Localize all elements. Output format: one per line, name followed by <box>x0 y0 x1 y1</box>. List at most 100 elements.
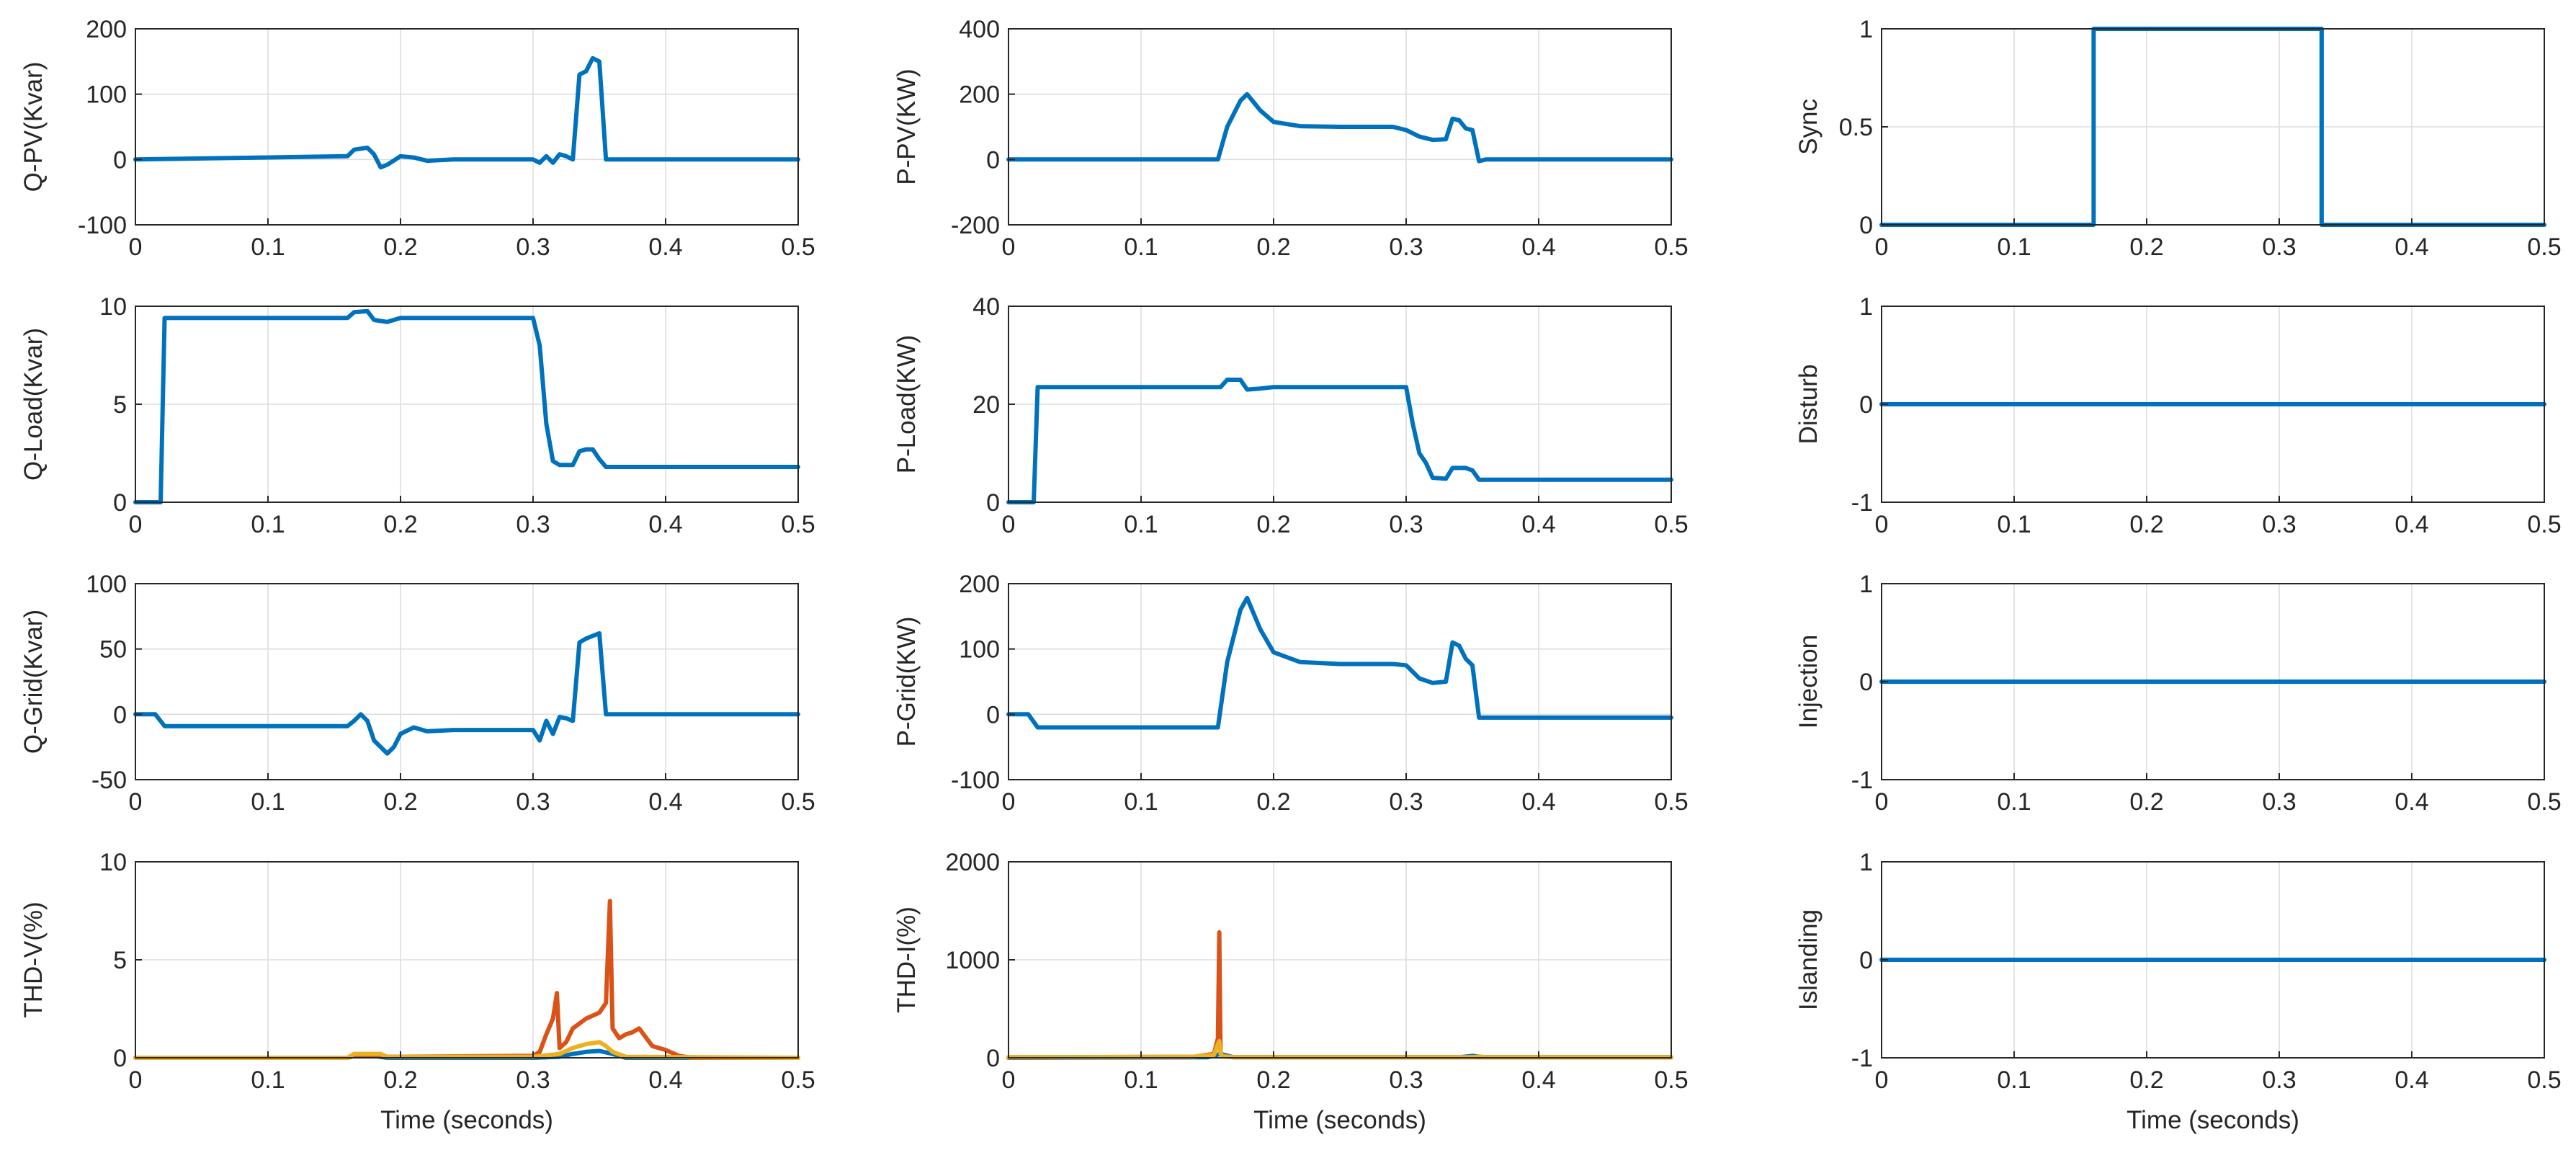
y-tick-label: 1000 <box>945 947 1000 974</box>
plot-frame <box>1008 583 1672 780</box>
y-tick-label: 0 <box>986 1045 1000 1072</box>
x-tick-label: 0 <box>1002 788 1016 816</box>
x-tick-label: 0.2 <box>1256 233 1290 261</box>
y-axis-label: Q-PV(Kvar) <box>19 62 48 192</box>
chart-thd-v: 0 0.1 0.2 0.3 0.4 0.5 0 5 10 THD-V(%) Time (second… <box>19 849 815 1134</box>
x-tick-label: 0.1 <box>1997 1066 2031 1094</box>
y-tick-label: -100 <box>78 212 127 239</box>
x-tick-label: 0.5 <box>2527 788 2561 816</box>
y-tick-label: 0 <box>986 701 1000 728</box>
series-line-q-pv-kvar-1 <box>133 55 800 170</box>
x-tick-label: 0.4 <box>2394 788 2428 816</box>
x-axis-label: Time (seconds) <box>1253 1106 1426 1134</box>
x-tick-label: 0.4 <box>648 788 682 816</box>
y-tick-label: 1 <box>1859 571 1873 598</box>
y-axis-label: Sync <box>1794 99 1823 155</box>
y-tick-label: 100 <box>959 636 1000 664</box>
y-tick-label: 1 <box>1859 16 1873 43</box>
x-tick-label: 0.5 <box>2527 233 2561 261</box>
y-tick-label: -50 <box>91 767 127 794</box>
x-tick-label: 0.2 <box>1256 511 1290 538</box>
y-tick-label: 1 <box>1859 293 1873 321</box>
x-tick-label: 0.1 <box>1124 511 1158 538</box>
y-tick-label: -1 <box>1851 489 1873 517</box>
x-tick-label: 0.5 <box>1654 1066 1688 1094</box>
y-tick-label: -200 <box>951 212 1000 239</box>
y-tick-label: 0 <box>113 701 127 728</box>
x-tick-label: 0.5 <box>781 1066 815 1094</box>
plot-area <box>1008 583 1672 780</box>
x-tick-label: 0.4 <box>2394 511 2428 538</box>
x-tick-label: 0.2 <box>2129 511 2163 538</box>
y-tick-label: 20 <box>972 391 1000 419</box>
x-tick-label: 0.3 <box>1389 233 1423 261</box>
y-axis-label: P-PV(KW) <box>893 68 921 184</box>
x-tick-label: 0.3 <box>2262 788 2296 816</box>
x-tick-label: 0 <box>1002 1066 1016 1094</box>
chart-q-load-kvar: 0 0.1 0.2 0.3 0.4 0.5 0 5 10 Q-Load(Kvar) <box>19 293 815 538</box>
plot-frame <box>135 28 799 226</box>
x-tick-label: 0.1 <box>1997 788 2031 816</box>
x-tick-label: 0.2 <box>383 233 417 261</box>
y-tick-label: 5 <box>113 391 127 419</box>
x-tick-label: 0.3 <box>516 788 550 816</box>
x-tick-label: 0.4 <box>1521 511 1555 538</box>
y-tick-label: 10 <box>99 849 127 876</box>
y-tick-label: 0 <box>113 1045 127 1072</box>
y-tick-label: 0 <box>1859 947 1873 974</box>
x-tick-label: 0.4 <box>648 511 682 538</box>
chart-thd-i: 0 0.1 0.2 0.3 0.4 0.5 0 1000 2000 THD-I(%) Time (s… <box>893 849 1689 1134</box>
x-tick-label: 0 <box>129 788 143 816</box>
series-line-q-grid-kvar-1 <box>133 630 800 756</box>
y-tick-label: 200 <box>86 16 127 43</box>
x-tick-label: 0.3 <box>516 511 550 538</box>
x-tick-label: 0.1 <box>251 233 285 261</box>
x-tick-label: 0.4 <box>2394 233 2428 261</box>
x-tick-label: 0.1 <box>1997 511 2031 538</box>
x-tick-label: 0.2 <box>2129 233 2163 261</box>
y-tick-label: 0 <box>1859 669 1873 696</box>
y-tick-label: 0 <box>1859 391 1873 419</box>
plot-frame <box>1008 28 1672 226</box>
series-line-p-grid-kw-1 <box>1006 595 1673 730</box>
x-tick-label: 0 <box>1875 511 1889 538</box>
x-tick-label: 0.2 <box>1256 1066 1290 1094</box>
x-tick-label: 0.4 <box>648 233 682 261</box>
x-tick-label: 0 <box>129 1066 143 1094</box>
plot-frame <box>135 583 799 780</box>
x-tick-label: 0 <box>129 233 143 261</box>
x-tick-label: 0.5 <box>2527 1066 2561 1094</box>
y-tick-label: 100 <box>86 571 127 598</box>
y-tick-label: 5 <box>113 947 127 974</box>
y-tick-label: 0 <box>1859 212 1873 239</box>
x-tick-label: 0.2 <box>383 1066 417 1094</box>
x-tick-label: 0.3 <box>1389 511 1423 538</box>
x-tick-label: 0.2 <box>383 788 417 816</box>
x-tick-label: 0.1 <box>1124 788 1158 816</box>
y-axis-label: THD-V(%) <box>19 901 48 1017</box>
x-tick-label: 0.2 <box>2129 788 2163 816</box>
x-tick-label: 0.2 <box>1256 788 1290 816</box>
y-tick-label: 2000 <box>945 849 1000 876</box>
series-line-q-load-kvar-1 <box>133 308 800 504</box>
series-line-thd-i-3 <box>1006 1038 1673 1060</box>
x-tick-label: 0.1 <box>251 788 285 816</box>
y-axis-label: Q-Load(Kvar) <box>19 328 48 481</box>
x-tick-label: 0 <box>1002 233 1016 261</box>
y-axis-label: Disturb <box>1794 365 1823 445</box>
y-tick-label: 400 <box>959 16 1000 43</box>
x-tick-label: 0.1 <box>1997 233 2031 261</box>
y-axis-label: THD-I(%) <box>893 906 921 1013</box>
x-tick-label: 0 <box>1875 1066 1889 1094</box>
y-tick-label: 40 <box>972 293 1000 321</box>
x-axis-label: Time (seconds) <box>2126 1106 2299 1134</box>
y-tick-label: 0 <box>113 489 127 517</box>
x-tick-label: 0.3 <box>516 233 550 261</box>
x-tick-label: 0.5 <box>1654 788 1688 816</box>
x-tick-label: 0.1 <box>1124 233 1158 261</box>
